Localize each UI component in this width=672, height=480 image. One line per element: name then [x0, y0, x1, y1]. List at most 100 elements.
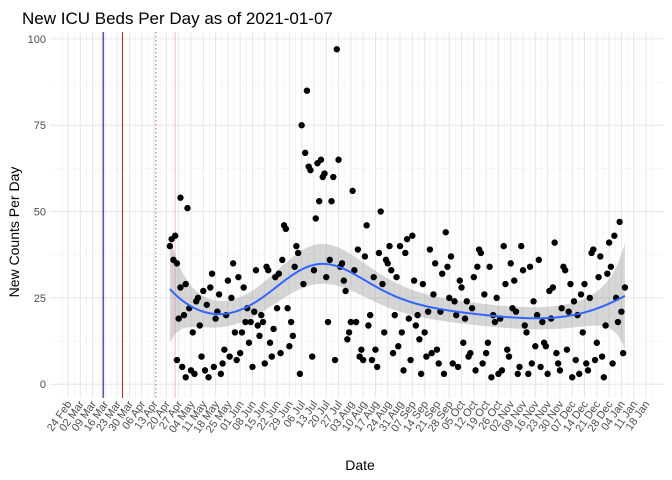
- data-point: [581, 280, 588, 288]
- data-point: [352, 318, 360, 326]
- data-point: [482, 349, 490, 357]
- data-point: [266, 339, 274, 346]
- data-point: [347, 318, 355, 326]
- data-point: [604, 270, 611, 277]
- data-point: [265, 267, 272, 274]
- data-point: [287, 318, 295, 326]
- data-point: [570, 298, 578, 305]
- data-point: [433, 346, 441, 353]
- data-point: [171, 232, 179, 239]
- data-point: [354, 246, 362, 253]
- data-point: [317, 156, 325, 163]
- data-point: [238, 329, 246, 336]
- data-point: [576, 370, 583, 378]
- data-point: [205, 374, 212, 381]
- data-point: [410, 277, 418, 284]
- data-point: [553, 349, 560, 357]
- data-point: [431, 260, 439, 267]
- data-point: [233, 356, 240, 364]
- data-point: [340, 277, 348, 284]
- data-point: [528, 360, 536, 367]
- data-point: [184, 204, 191, 212]
- grid: [50, 32, 664, 398]
- data-point: [467, 349, 474, 357]
- data-point: [363, 222, 370, 229]
- data-point: [453, 311, 460, 319]
- data-point: [300, 280, 307, 288]
- data-point: [416, 336, 423, 343]
- data-point: [173, 356, 181, 364]
- data-point: [277, 349, 284, 357]
- data-point: [407, 356, 414, 364]
- data-point: [474, 263, 481, 270]
- data-point: [525, 370, 532, 378]
- confidence-band: [169, 235, 625, 350]
- data-point: [368, 356, 376, 364]
- data-point: [175, 315, 182, 322]
- data-point: [593, 339, 601, 346]
- data-point: [342, 287, 349, 295]
- data-point: [321, 170, 328, 177]
- data-point: [221, 346, 228, 353]
- data-point: [210, 363, 218, 371]
- data-point: [208, 270, 216, 277]
- data-point: [359, 356, 367, 364]
- data-point: [530, 298, 537, 305]
- data-point: [402, 249, 409, 257]
- data-point: [335, 156, 342, 163]
- y-tick-label: 50: [34, 207, 46, 219]
- data-point: [595, 273, 602, 281]
- data-point: [178, 363, 186, 371]
- data-point: [180, 311, 188, 319]
- data-point: [228, 294, 235, 302]
- data-point: [430, 291, 437, 298]
- data-point: [597, 253, 604, 260]
- data-point: [563, 346, 571, 353]
- y-axis-ticks: 0 25 50 75 100: [28, 34, 46, 391]
- data-point: [309, 353, 316, 360]
- data-point: [591, 356, 599, 364]
- data-point: [516, 363, 523, 371]
- data-point: [242, 318, 249, 326]
- data-point: [326, 256, 333, 264]
- data-point: [600, 374, 608, 381]
- data-point: [558, 305, 565, 312]
- data-point: [607, 263, 615, 270]
- data-point: [273, 305, 281, 312]
- data-point: [200, 287, 207, 295]
- data-point: [451, 298, 458, 305]
- data-point: [177, 194, 184, 201]
- data-point: [519, 267, 527, 274]
- data-point: [470, 273, 478, 281]
- data-point: [275, 270, 283, 277]
- data-point: [256, 332, 263, 340]
- data-point: [618, 308, 625, 315]
- data-point: [310, 267, 318, 274]
- data-point: [463, 298, 471, 305]
- data-point: [523, 329, 530, 336]
- data-point: [458, 284, 465, 291]
- data-point: [507, 260, 514, 267]
- data-point: [619, 349, 627, 357]
- data-point: [537, 363, 544, 371]
- data-point: [358, 346, 365, 353]
- data-point: [177, 284, 184, 291]
- data-point: [551, 239, 558, 246]
- data-point: [207, 284, 214, 291]
- data-point: [330, 173, 337, 181]
- data-point: [611, 232, 618, 239]
- data-point: [370, 273, 377, 281]
- data-point: [323, 273, 330, 281]
- data-point: [486, 263, 493, 270]
- data-point: [254, 322, 261, 329]
- data-point: [449, 360, 456, 367]
- data-point: [442, 229, 449, 236]
- data-point: [226, 353, 233, 360]
- data-point: [605, 239, 613, 246]
- data-point: [577, 291, 585, 298]
- data-point: [491, 318, 499, 326]
- data-point: [565, 308, 572, 315]
- data-point: [554, 360, 562, 367]
- data-point: [500, 242, 507, 250]
- data-point: [424, 308, 432, 315]
